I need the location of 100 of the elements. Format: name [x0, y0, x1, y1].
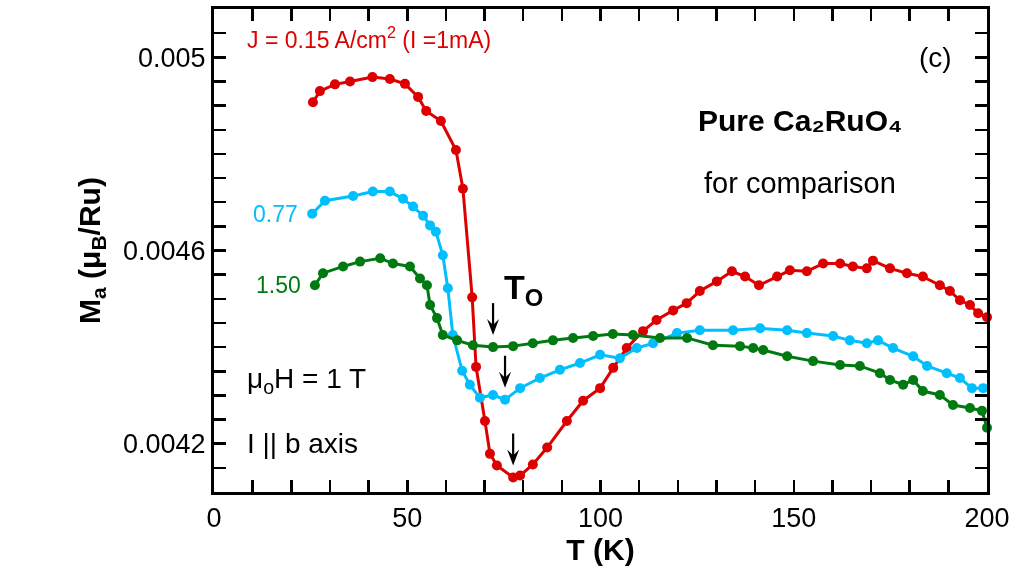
point — [898, 379, 909, 390]
point — [631, 343, 642, 354]
point — [608, 362, 619, 373]
point — [888, 343, 899, 354]
point — [491, 460, 502, 471]
point — [976, 405, 987, 416]
x-axis-title: T (K) — [566, 533, 635, 567]
point — [681, 298, 692, 309]
point — [861, 338, 872, 349]
point — [375, 253, 386, 264]
point — [728, 325, 739, 336]
annotation: Pure Ca₂RuO₄ — [698, 104, 903, 137]
annotation: T$_{O}$ — [504, 268, 544, 312]
point — [694, 286, 705, 297]
point — [844, 335, 855, 346]
point — [387, 258, 398, 269]
y-tick-label: 0.0046 — [123, 235, 206, 266]
point — [314, 86, 325, 97]
point — [415, 273, 425, 284]
point — [500, 394, 511, 405]
point — [711, 276, 722, 287]
point — [329, 79, 340, 90]
point — [442, 283, 453, 294]
point — [575, 358, 586, 369]
point — [782, 351, 793, 362]
point — [515, 383, 526, 394]
point — [884, 374, 895, 385]
point — [934, 389, 945, 400]
point — [682, 332, 693, 343]
point — [527, 459, 538, 470]
point — [964, 300, 975, 311]
point — [547, 335, 558, 346]
annotation: for comparison — [704, 167, 896, 199]
point — [954, 295, 965, 306]
point — [367, 186, 378, 197]
point — [655, 332, 666, 343]
point — [432, 313, 443, 324]
point — [735, 341, 746, 352]
point — [847, 261, 858, 272]
point — [908, 351, 919, 362]
point — [367, 72, 378, 83]
point — [399, 78, 410, 89]
point — [874, 368, 885, 379]
point — [307, 208, 318, 219]
annotation: μ$_{o}$H = 1 T — [247, 363, 367, 398]
point — [398, 193, 408, 204]
point — [934, 280, 945, 291]
point — [471, 361, 482, 372]
point — [457, 365, 468, 376]
point — [748, 343, 759, 354]
point — [861, 263, 872, 274]
point — [772, 271, 783, 282]
point — [884, 263, 895, 274]
point — [309, 280, 320, 291]
point — [651, 315, 662, 326]
point — [317, 268, 328, 279]
point — [947, 400, 958, 411]
point — [307, 97, 318, 108]
point — [437, 250, 448, 261]
point — [425, 220, 436, 231]
point — [452, 335, 463, 346]
point — [801, 328, 812, 339]
point — [595, 383, 606, 394]
point — [488, 389, 499, 400]
y-tick-label: 0.005 — [138, 42, 206, 73]
x-tick-label: 0 — [206, 503, 222, 534]
point — [964, 402, 975, 413]
point — [954, 373, 965, 384]
point — [901, 268, 912, 279]
point — [348, 190, 359, 201]
point — [835, 258, 846, 269]
point — [404, 261, 415, 272]
point — [941, 368, 952, 379]
x-tick-label: 100 — [577, 503, 624, 534]
point — [542, 442, 553, 453]
point — [413, 91, 424, 102]
point — [740, 271, 751, 282]
point — [607, 329, 618, 340]
x-tick-label: 150 — [771, 503, 817, 534]
point — [818, 258, 829, 269]
point — [801, 266, 812, 277]
point — [854, 360, 865, 371]
point — [973, 308, 984, 319]
point — [450, 145, 461, 156]
point — [873, 335, 884, 346]
point — [421, 105, 432, 116]
point — [430, 226, 441, 237]
point — [457, 183, 468, 194]
point — [808, 356, 819, 367]
point — [944, 286, 955, 297]
point — [508, 341, 519, 352]
y-tick-label: 0.0042 — [123, 429, 206, 460]
point — [421, 280, 432, 291]
point — [425, 300, 436, 311]
point — [648, 338, 659, 349]
point — [437, 330, 448, 341]
point — [908, 374, 919, 385]
point — [418, 210, 429, 221]
point — [694, 325, 705, 336]
point — [515, 470, 526, 481]
